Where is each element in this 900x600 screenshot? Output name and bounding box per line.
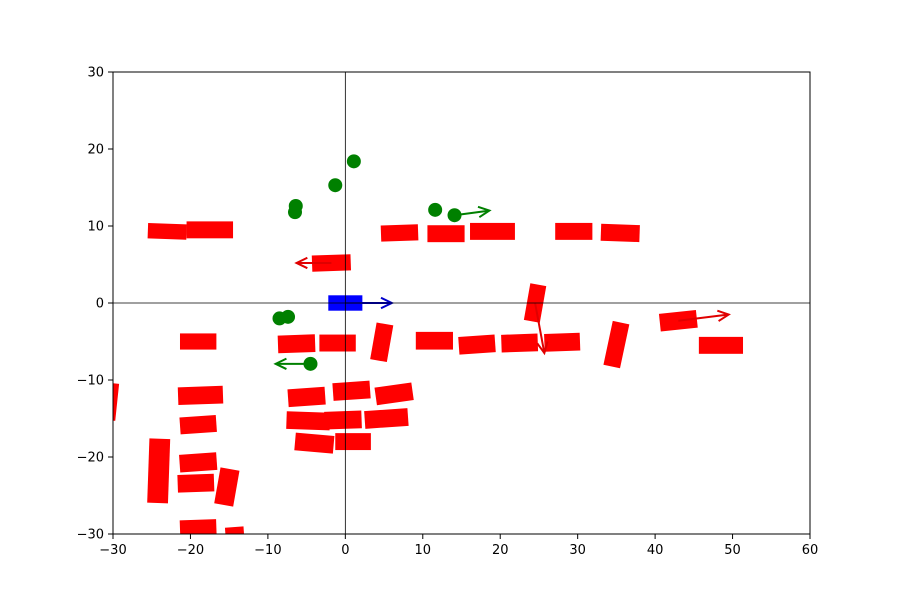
vehicle-box (415, 331, 453, 350)
y-tick-label: 0 (96, 297, 104, 312)
x-tick-label: −20 (177, 543, 204, 558)
pedestrians-layer (272, 154, 462, 371)
x-tick-label: 0 (341, 543, 349, 558)
vehicle-box (179, 333, 217, 350)
vehicle-box (427, 225, 465, 243)
vehicle-velocity-arrow (534, 302, 549, 356)
vehicle-box (324, 410, 362, 430)
pedestrian-point (328, 178, 343, 193)
pedestrian-velocity-arrow (454, 205, 492, 219)
vehicle-box (179, 414, 217, 435)
velocity-arrows-layer (273, 205, 731, 370)
vehicle-velocity-arrow (294, 256, 332, 270)
vehicle-box (698, 336, 744, 354)
vehicle-box (600, 223, 640, 243)
vehicle-box (470, 222, 515, 240)
vehicle-box (147, 438, 171, 504)
vehicle-box (458, 334, 496, 355)
vehicle-box (364, 408, 409, 429)
pedestrian-point (281, 309, 296, 324)
vehicle-box (319, 334, 356, 352)
vehicle-box (603, 320, 630, 369)
vehicle-box (294, 432, 335, 454)
vehicle-box (177, 385, 224, 406)
vehicle-box (224, 526, 245, 534)
y-tick-label: 10 (87, 220, 104, 235)
vehicle-box (332, 380, 371, 401)
vehicle-box (501, 333, 539, 353)
vehicle-box (179, 519, 217, 534)
vehicle-box (179, 452, 218, 473)
vehicle-box (555, 222, 593, 240)
vehicle-box (287, 386, 326, 408)
y-tick-label: −10 (77, 374, 104, 389)
x-tick-label: 30 (569, 543, 586, 558)
vehicle-velocity-arrow (678, 309, 731, 322)
vehicle-box (277, 334, 316, 354)
vehicle-box (286, 411, 331, 431)
x-tick-label: 40 (647, 543, 664, 558)
vehicles-layer (113, 221, 744, 534)
x-tick-label: 50 (724, 543, 741, 558)
pedestrian-point (346, 154, 361, 169)
y-tick-label: 30 (87, 66, 104, 81)
y-tick-label: −30 (77, 528, 104, 543)
y-tick-label: −20 (77, 451, 104, 466)
x-tick-label: −10 (254, 543, 281, 558)
x-tick-label: −30 (99, 543, 126, 558)
vehicle-box (186, 221, 234, 239)
vehicle-box (370, 322, 394, 363)
pedestrian-point (428, 202, 443, 217)
vehicle-box (147, 223, 187, 240)
vehicle-box (113, 382, 120, 421)
axes-layer (112, 71, 811, 535)
y-tick-label: 20 (87, 143, 104, 158)
vehicle-box (335, 433, 371, 451)
vehicle-box (380, 224, 419, 242)
x-tick-label: 10 (415, 543, 432, 558)
vehicle-box (177, 473, 215, 493)
ticks-layer: −30 −20 −10 0 10 20 30 40 50 60 −30 −20 −10 0 10 20 30 (77, 66, 819, 559)
pedestrian-velocity-arrow (273, 357, 311, 370)
pedestrian-point (287, 205, 302, 220)
vehicle-box (658, 309, 698, 332)
x-tick-label: 60 (802, 543, 819, 558)
vehicle-box (374, 382, 414, 406)
vehicle-box (544, 332, 581, 352)
vehicle-box (214, 467, 240, 507)
x-tick-label: 20 (492, 543, 509, 558)
